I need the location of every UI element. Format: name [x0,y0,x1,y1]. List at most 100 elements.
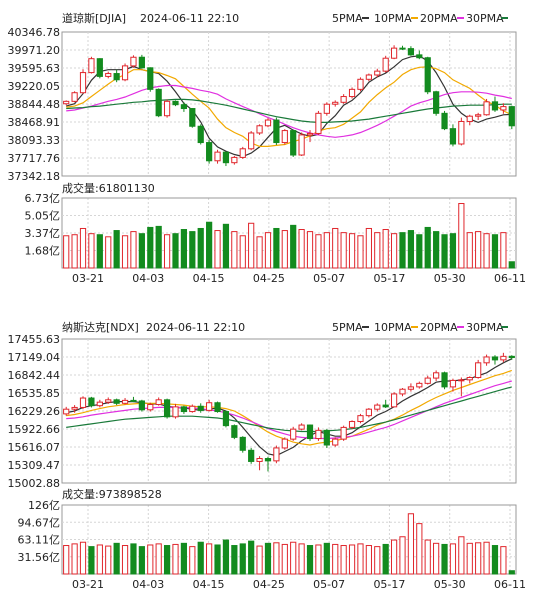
djia-x-tick-label: 05-17 [373,272,405,285]
djia-candle-body [340,96,347,103]
ndx-candle-body [382,404,389,408]
ndx-y-tick-label: 16535.85 [8,387,61,400]
ndx-candle-body [390,393,398,408]
ndx-candle-body [508,355,515,359]
ndx-y-tick-label: 17455.63 [8,333,61,346]
djia-volume-bar [483,233,490,269]
djia-datetime: 2024-06-11 22:10 [140,12,239,25]
djia-candle-body [475,114,482,117]
ndx-volume-bar [231,545,238,575]
ndx-volume-bar [433,542,440,575]
ndx-volume-bar [315,544,322,575]
legend-5pma: 5PMA [332,12,363,25]
ndx-candle-body [273,447,280,462]
ndx-candle-body [348,421,356,428]
ndx-volume-bar [491,545,499,575]
djia-volume-bar [147,226,154,269]
djia-x-tick-label: 05-07 [313,272,345,285]
legend-5pma-2: 5PMA [332,321,363,334]
djia-candle-body [264,119,272,127]
ndx-vol-tick-label: 63.11亿 [18,534,61,547]
djia-candle-body [105,73,112,77]
ndx-vol-tick-label: 31.56亿 [18,551,61,564]
djia-volume-bar [197,227,204,269]
djia-candle-body [281,130,288,144]
djia-y-tick-label: 37717.76 [8,152,61,165]
djia-candle-body [206,142,213,162]
ndx-candle-body [357,415,364,423]
djia-ma-line-5pma [66,55,512,158]
djia-candle-body [96,58,103,77]
djia-candle-body [483,101,490,116]
djia-candle-body [332,101,339,105]
djia-volume-bar [163,234,171,269]
ndx-candle-body [197,405,204,411]
djia-volume-bar [441,234,448,269]
djia-x-tick-label: 04-25 [253,272,285,285]
ndx-candle-body [306,424,314,440]
ndx-candle-body [281,438,288,449]
ndx-candle-body [155,399,162,405]
ndx-candle-body [449,379,457,388]
ndx-y-tick-label: 15922.66 [8,423,61,436]
djia-candle-body [433,91,440,114]
djia-candle-body [248,132,255,150]
ndx-volume-bar [399,536,406,575]
ndx-volume-bar [248,540,255,575]
ndx-x-tick-label: 05-07 [313,578,345,591]
djia-volume-bar [407,230,415,269]
ndx-volume-bar [290,541,297,575]
ndx-x-tick-label: 04-03 [132,578,164,591]
djia-candle-body [315,112,322,134]
ndx-volume-bar [340,545,347,575]
ndx-volume-bar [332,543,339,575]
ndx-candle-body [491,356,499,361]
ndx-volume-bar [105,545,112,575]
ndx-candle-body [365,408,372,417]
ndx-candle-body [206,402,213,411]
djia-candle-body [424,57,431,93]
djia-candle-body [416,54,423,59]
ndx-candle-body [180,406,188,413]
ndx-y-tick-label: 16229.26 [8,405,61,418]
ndx-volume-bar [416,523,423,575]
ndx-y-tick-label: 15309.47 [8,459,61,472]
ndx-volume-bar [147,544,154,575]
djia-candle-body [348,88,356,98]
ndx-candle-body [441,372,448,388]
ndx-candle-body [315,429,322,440]
djia-volume-bar [298,229,305,269]
djia-x-tick-label: 05-30 [434,272,466,285]
ndx-volume-bar [500,546,507,575]
djia-volume-bar [390,233,398,269]
ndx-volume-bar [79,541,87,575]
djia-volume-bar [121,235,129,269]
djia-volume-bar [458,203,465,269]
djia-y-tick-label: 38468.91 [8,116,61,129]
djia-volume-bar [231,231,238,269]
djia-volume-bar [449,233,457,269]
ndx-candle-body [483,356,490,364]
djia-volume-bar [256,236,263,269]
djia-candle-body [189,108,196,127]
djia-volume-bar [332,227,339,269]
djia-x-tick-label: 04-15 [193,272,225,285]
ndx-title: 纳斯达克[NDX] [62,321,139,334]
djia-candle-body [374,70,381,76]
legend-20pma-2: 20PMA [420,321,458,334]
ndx-volume-bar [357,543,364,575]
djia-candle-body [508,106,515,127]
djia-volume-bar [264,232,272,269]
ndx-volume-bar [441,543,448,575]
djia-volume-bar [433,231,440,269]
djia-volume-bar [491,234,499,269]
djia-volume-bar [248,222,255,269]
djia-volume-bar [290,224,297,269]
ndx-candle-body [340,426,347,440]
djia-candle-body [163,100,171,117]
ndx-volume-bar [264,542,272,575]
djia-candle-body [323,103,330,114]
legend-30pma-2: 30PMA [466,321,504,334]
ndx-candle-body [416,382,423,388]
djia-candle-body [197,125,204,144]
